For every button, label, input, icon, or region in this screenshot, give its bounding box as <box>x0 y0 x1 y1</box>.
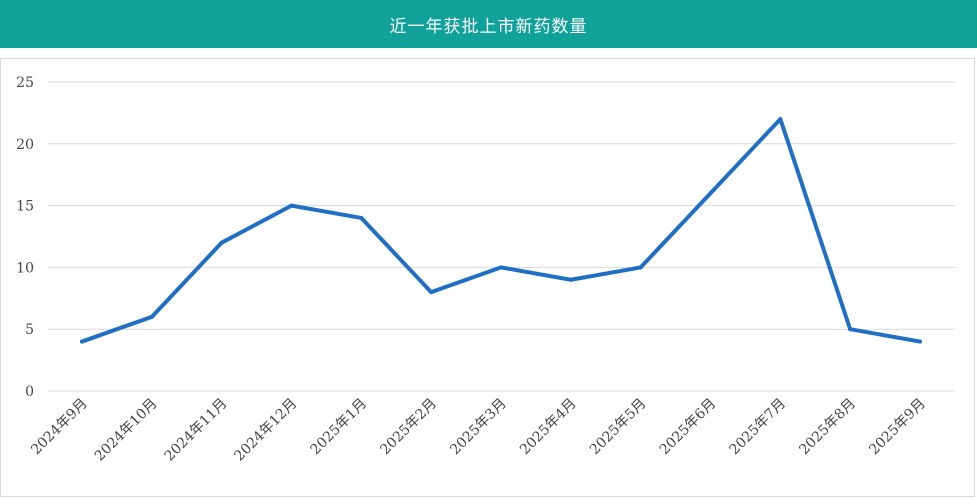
x-tick-label: 2025年2月 <box>377 396 440 459</box>
y-tick-label: 5 <box>25 322 34 338</box>
x-tick-label: 2024年9月 <box>28 396 91 459</box>
series-layer <box>80 117 922 344</box>
chart-title-bar: 近一年获批上市新药数量 <box>0 0 977 48</box>
data-point <box>289 203 294 208</box>
data-point <box>638 265 643 270</box>
x-tick-label: 2025年4月 <box>517 396 580 459</box>
x-tick-label: 2025年8月 <box>796 396 859 459</box>
x-tick-label: 2025年5月 <box>587 396 650 459</box>
data-point <box>918 339 922 344</box>
data-point <box>708 191 713 196</box>
x-tick-label: 2025年3月 <box>447 396 510 459</box>
x-tick-label: 2025年9月 <box>866 396 929 459</box>
x-tick-label: 2025年1月 <box>308 396 371 459</box>
data-point <box>219 240 224 245</box>
x-tick-label: 2024年11月 <box>162 396 231 465</box>
chart-frame <box>0 58 975 497</box>
data-point <box>80 339 84 344</box>
y-tick-label: 15 <box>16 199 34 215</box>
y-axis-ticks: 0 5 10 15 20 25 <box>16 75 34 400</box>
data-point <box>499 265 503 270</box>
data-point <box>149 314 154 319</box>
chart-title: 近一年获批上市新药数量 <box>389 16 588 37</box>
x-axis-ticks: 2024年9月 2024年10月 2024年11月 2024年12月 2025年1月 20… <box>28 396 929 465</box>
x-tick-label: 2025年6月 <box>657 396 720 459</box>
data-point <box>848 327 853 332</box>
series-line <box>80 117 922 344</box>
data-point <box>359 215 364 220</box>
y-tick-label: 20 <box>16 137 34 153</box>
x-tick-label: 2024年12月 <box>231 396 300 465</box>
y-tick-label: 0 <box>25 384 34 400</box>
y-tick-label: 10 <box>16 260 34 276</box>
y-tick-label: 25 <box>16 75 34 91</box>
data-point <box>568 277 573 282</box>
data-point <box>429 290 434 295</box>
x-tick-label: 2024年10月 <box>92 396 161 465</box>
data-point <box>778 117 783 122</box>
x-tick-label: 2025年7月 <box>727 396 790 459</box>
